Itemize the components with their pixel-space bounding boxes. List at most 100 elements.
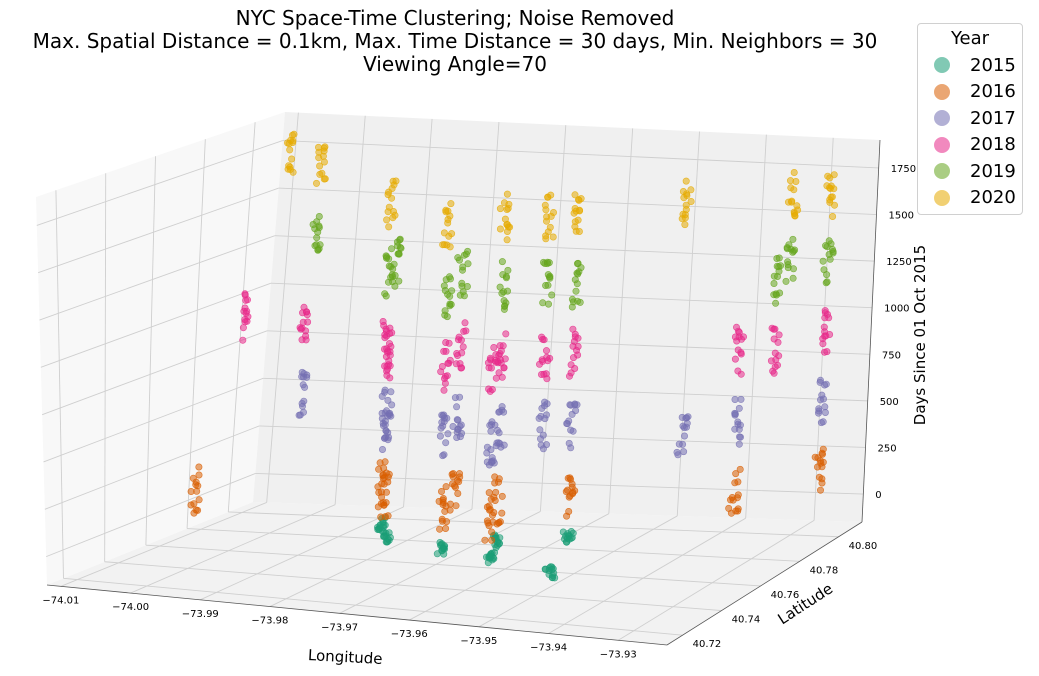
data-point-2018	[386, 374, 394, 382]
grid-line-x-floor	[618, 520, 815, 641]
data-point-2019	[784, 258, 792, 266]
z-tick-label: 750	[882, 350, 901, 361]
legend-item-2020: 2020	[918, 185, 1022, 212]
data-point-2020	[547, 212, 555, 220]
data-point-2019	[790, 247, 798, 255]
grid-line-z-back	[255, 473, 864, 495]
data-point-2019	[397, 244, 405, 252]
data-point-2016	[380, 464, 388, 472]
data-point-2017	[816, 396, 824, 404]
data-point-2017	[381, 421, 389, 429]
y-tick-label: 40.72	[693, 639, 722, 650]
data-point-2015	[380, 528, 388, 536]
data-point-2020	[288, 131, 296, 139]
grid-line-y-left	[55, 190, 64, 579]
data-point-2016	[438, 517, 446, 525]
legend-marker-icon	[934, 57, 950, 74]
data-point-2020	[320, 175, 328, 183]
data-point-2016	[189, 474, 197, 482]
data-point-2019	[500, 288, 508, 296]
data-point-2018	[460, 327, 468, 335]
data-point-2017	[822, 380, 830, 388]
data-point-2016	[563, 486, 571, 494]
grid-line-x-floor	[269, 508, 473, 607]
data-point-2016	[818, 450, 826, 458]
data-point-2018	[490, 343, 498, 351]
data-point-2019	[496, 283, 504, 291]
data-point-2020	[682, 177, 690, 185]
data-point-2018	[241, 290, 249, 298]
data-point-2016	[449, 470, 457, 478]
grid-line-y-left	[104, 173, 107, 562]
data-point-2020	[286, 166, 294, 174]
grid-line-z-left	[37, 187, 279, 274]
data-point-2016	[436, 525, 444, 533]
data-point-2020	[503, 236, 511, 244]
data-point-2018	[239, 324, 247, 332]
grid-line-y-left	[186, 139, 206, 529]
data-point-2020	[687, 186, 695, 194]
grid-line-x-back	[608, 128, 634, 514]
data-point-2015	[549, 565, 557, 573]
data-point-2020	[440, 229, 448, 237]
data-point-2018	[486, 354, 494, 362]
data-point-2019	[572, 287, 580, 295]
grid-line-x-floor	[548, 517, 746, 634]
data-point-2020	[828, 193, 836, 201]
data-point-2017	[563, 420, 571, 428]
data-point-2020	[824, 172, 832, 180]
data-point-2018	[441, 379, 449, 387]
grid-line-z-back	[267, 330, 870, 355]
data-point-2018	[571, 330, 579, 338]
data-point-2020	[388, 185, 396, 193]
data-point-2018	[538, 333, 546, 341]
data-point-2015	[551, 574, 559, 582]
data-point-2015	[559, 528, 567, 536]
data-point-2015	[487, 550, 495, 558]
data-point-2019	[504, 266, 512, 274]
data-point-2020	[440, 241, 448, 249]
x-tick-label: −73.94	[530, 643, 567, 654]
data-point-2015	[384, 538, 392, 546]
data-point-2018	[542, 347, 550, 355]
grid-line-z-left	[44, 425, 260, 510]
data-point-2019	[544, 281, 552, 289]
data-point-2016	[381, 458, 389, 466]
grid-line-x-floor	[200, 506, 404, 601]
data-point-2017	[536, 435, 544, 443]
data-point-2020	[681, 214, 689, 222]
data-point-2020	[447, 200, 455, 208]
data-point-2018	[574, 342, 582, 350]
data-point-2017	[295, 411, 303, 419]
legend-label: 2019	[970, 160, 1016, 182]
data-point-2020	[503, 221, 511, 229]
data-point-2016	[731, 479, 739, 487]
x-tick-label: −74.01	[42, 595, 79, 606]
data-point-2020	[496, 205, 504, 213]
data-point-2016	[192, 481, 200, 489]
data-point-2016	[488, 528, 496, 536]
data-point-2017	[387, 412, 395, 420]
data-point-2017	[439, 452, 447, 460]
data-point-2017	[453, 403, 461, 411]
x-tick-label: −73.96	[391, 629, 428, 640]
data-point-2017	[735, 404, 743, 412]
data-point-2019	[819, 257, 827, 265]
data-point-2017	[385, 433, 393, 441]
data-point-2019	[458, 266, 466, 274]
legend-item-2015: 2015	[918, 52, 1022, 79]
data-point-2020	[549, 233, 557, 241]
data-point-2016	[380, 473, 388, 481]
data-point-2018	[459, 343, 467, 351]
data-point-2020	[316, 162, 324, 170]
grid-line-x-back	[471, 122, 500, 510]
left-pane	[36, 112, 285, 585]
data-point-2020	[383, 216, 391, 224]
data-point-2020	[570, 209, 578, 217]
data-point-2020	[384, 208, 392, 216]
data-point-2017	[303, 371, 311, 379]
data-point-2018	[737, 349, 745, 357]
grid-line-z-back	[270, 282, 873, 309]
grid-line-z-left	[39, 235, 276, 321]
grid-line-x-floor	[60, 502, 267, 587]
